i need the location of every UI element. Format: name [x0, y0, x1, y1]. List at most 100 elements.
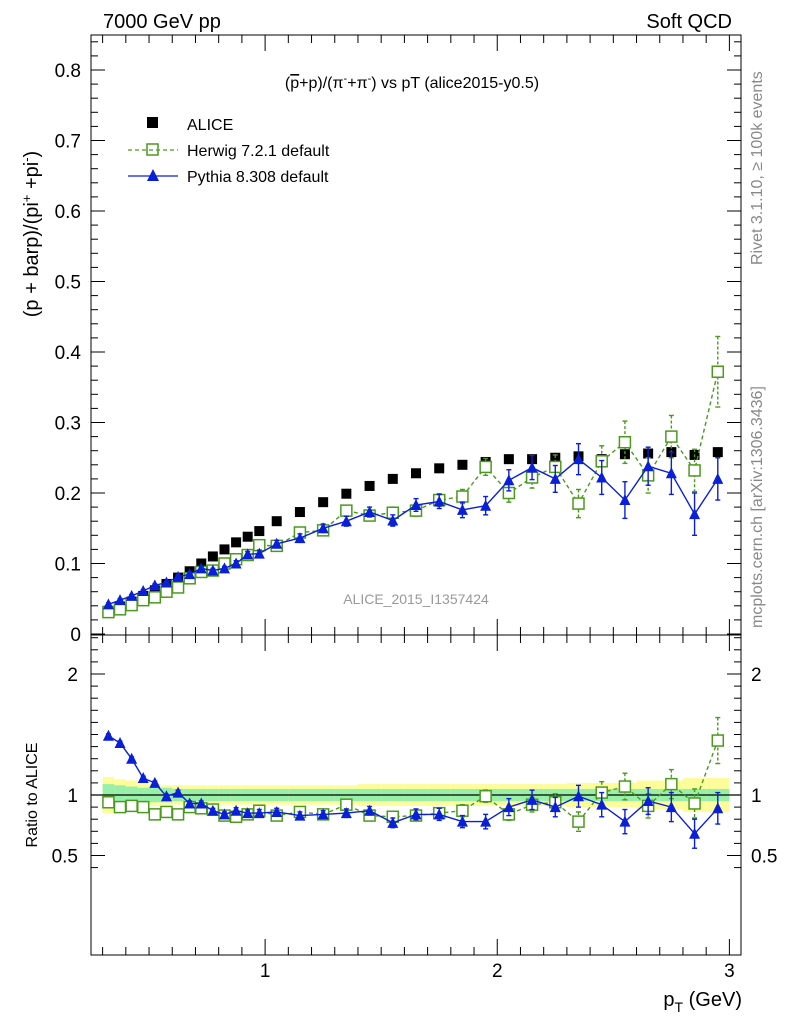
pythia-ratio-marker	[619, 815, 631, 827]
alice-data-point	[231, 537, 242, 548]
pythia-main-marker	[160, 576, 172, 588]
pythia-main-marker	[195, 562, 207, 574]
pythia-ratio-marker	[456, 815, 468, 827]
alice-data-point	[271, 516, 282, 527]
main-ticks: 0 0.1 0.2 0.3 0.4 0.5 0.6 0.7 0.8	[55, 35, 741, 646]
alice-data-point	[294, 507, 305, 518]
herwig-ratio-marker	[665, 777, 678, 791]
herwig-ratio-marker	[479, 789, 492, 803]
pythia-main-marker	[271, 537, 283, 549]
herwig-ratio-marker	[136, 800, 150, 814]
pythia-ratio-marker	[410, 808, 422, 820]
herwig-ratio-marker	[572, 815, 585, 828]
herwig-main-marker	[456, 490, 469, 503]
pythia-main-marker	[294, 532, 306, 544]
pythia-main-marker	[480, 499, 492, 511]
herwig-ratio-marker	[711, 734, 725, 747]
legend: ALICE Herwig 7.2.1 default Pythia 8.308 …	[128, 117, 330, 186]
alice-data-point	[457, 459, 468, 470]
herwig-main-marker	[711, 365, 725, 378]
main-ytick-label: 0.6	[55, 202, 81, 223]
pythia-ratio-marker	[137, 772, 149, 784]
alice-data-point	[242, 531, 253, 542]
mcplots-label: mcplots.cern.ch [arXiv:1306.3436]	[749, 386, 766, 628]
pythia-main-marker	[364, 506, 376, 518]
pythia-main-marker	[596, 471, 608, 483]
main-ytick-label: 0.5	[55, 273, 81, 294]
pythia-main-marker	[642, 460, 654, 472]
pythia-main-marker	[665, 467, 677, 479]
pythia-main-marker	[503, 474, 515, 486]
pythia-main-marker	[433, 495, 445, 507]
herwig-main-marker	[665, 430, 678, 443]
pythia-ratio-marker	[433, 808, 445, 820]
alice-data-point	[434, 463, 445, 474]
pythia-ratio-marker	[549, 801, 561, 813]
main-panel: 0 0.1 0.2 0.3 0.4 0.5 0.6 0.7 0.8 (p+p)/(π-+π-) …	[19, 34, 742, 646]
alice-data-point	[503, 454, 514, 465]
pythia-main-marker	[230, 557, 242, 569]
pythia-ratio-marker	[207, 804, 219, 816]
pythia-main-marker	[549, 472, 561, 484]
herwig-main-marker	[113, 603, 127, 616]
pythia-main-marker	[317, 522, 329, 534]
herwig-ratio-marker	[456, 804, 469, 817]
pythia-ratio-marker	[317, 808, 329, 820]
pythia-ratio-marker	[172, 786, 184, 798]
pythia-ratio-marker	[149, 776, 161, 788]
herwig-main-marker	[618, 435, 632, 449]
pythia-ratio-marker	[230, 804, 242, 816]
pythia-ratio-marker	[387, 816, 399, 828]
alice-data-point	[219, 544, 230, 555]
herwig-ratio-marker	[125, 799, 138, 813]
pythia-main-marker	[573, 453, 584, 465]
pythia-ratio-marker	[195, 797, 207, 809]
alice-data-point	[254, 526, 265, 537]
plot-title: (p+p)/(π-+π-) vs pT (alice2015-y0.5)	[285, 73, 539, 92]
pythia-main-marker	[149, 579, 161, 591]
ratio-ytick-label: 2	[67, 665, 78, 686]
ratio-xtick-label: 3	[724, 961, 735, 982]
herwig-ratio-marker	[160, 805, 173, 819]
pythia-main-marker	[184, 568, 196, 580]
main-data	[102, 335, 725, 619]
ratio-ytick-label-right: 2	[751, 665, 762, 686]
ratio-ytick-label-right: 0.5	[751, 847, 777, 868]
analysis-watermark: ALICE_2015_I1357424	[343, 591, 489, 607]
pythia-ratio-marker	[271, 805, 283, 817]
pythia-ratio-marker	[573, 790, 584, 802]
herwig-main-marker	[688, 464, 701, 477]
main-ytick-label: 0.4	[55, 343, 82, 364]
pythia-ratio-marker	[712, 802, 724, 814]
herwig-main-marker	[572, 497, 585, 510]
herwig-main-marker	[148, 591, 162, 604]
legend-item-pythia: Pythia 8.308 default	[128, 169, 329, 186]
ratio-ytick-label-right: 1	[751, 786, 762, 807]
herwig-main-marker	[136, 593, 150, 607]
legend-pythia-label: Pythia 8.308 default	[187, 169, 329, 186]
alice-data-point	[318, 497, 329, 508]
ratio-y-axis-label: Ratio to ALICE	[24, 743, 41, 848]
pythia-main-marker	[253, 547, 265, 559]
pythia-main-marker	[126, 589, 138, 601]
pythia-main-marker	[207, 564, 219, 576]
pythia-main-line	[108, 458, 719, 606]
ratio-xtick-label: 2	[492, 961, 503, 982]
legend-alice-label: ALICE	[187, 117, 233, 134]
pythia-main-marker	[340, 515, 352, 527]
alice-data-point	[207, 551, 218, 562]
main-y-axis-label: (p + barp)/(pi+ +pi-)	[19, 151, 43, 317]
pythia-main-marker	[387, 514, 399, 526]
pythia-main-marker	[689, 508, 701, 520]
pythia-main-marker	[137, 584, 149, 596]
pythia-ratio-marker	[218, 808, 230, 820]
herwig-ratio-marker	[148, 808, 162, 821]
ratio-ytick-label: 0.5	[52, 847, 78, 868]
ratio-panel: 0.5 0.5 1 1 2 2 1 2 3 Ratio to ALICE pT (GeV)	[24, 634, 777, 1015]
alice-data-point	[411, 468, 421, 479]
pythia-ratio-line	[108, 735, 719, 835]
pythia-ratio-marker	[642, 795, 654, 807]
pythia-main-marker	[172, 570, 184, 582]
pythia-main-marker	[114, 594, 126, 606]
herwig-main-marker	[340, 504, 353, 517]
